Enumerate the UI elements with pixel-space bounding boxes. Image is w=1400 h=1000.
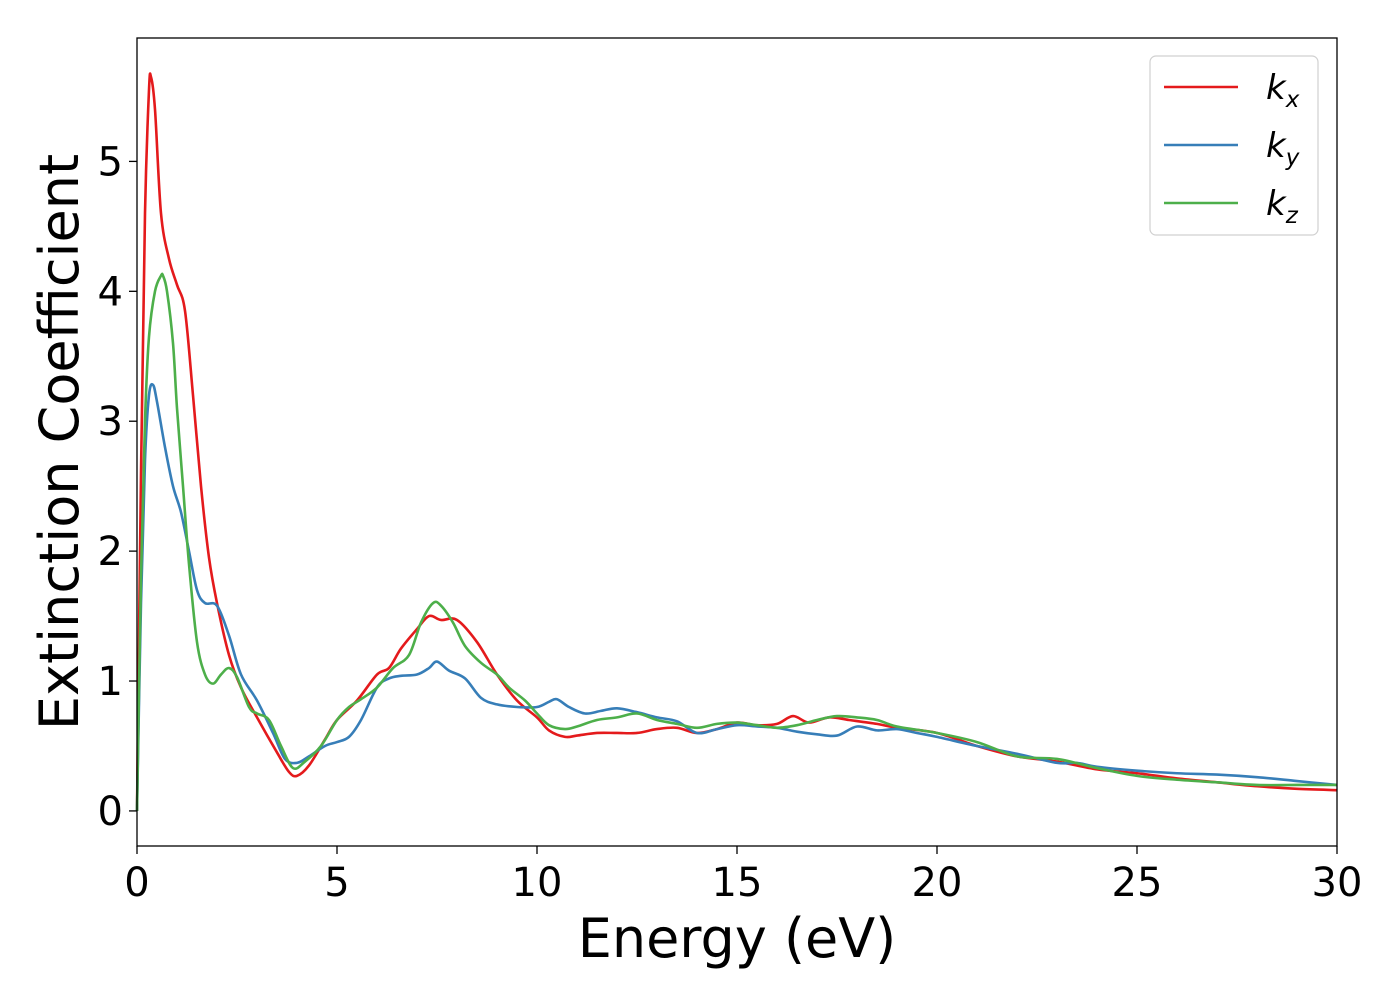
series-layer xyxy=(135,72,1338,811)
series-line-ky xyxy=(135,382,1338,811)
x-axis: 0 5 10 15 20 25 30 xyxy=(124,846,1362,906)
y-tick-label: 1 xyxy=(98,659,123,705)
x-tick-label: 5 xyxy=(324,860,349,906)
series-line-kz xyxy=(135,272,1337,811)
x-tick-label: 0 xyxy=(124,860,149,906)
x-tick-label: 20 xyxy=(912,860,963,906)
y-tick-label: 2 xyxy=(98,529,123,575)
y-tick-label: 0 xyxy=(98,789,123,835)
plot-area xyxy=(137,38,1337,846)
y-axis-label: Extinction Coefficient xyxy=(28,154,91,730)
y-tick-label: 5 xyxy=(98,139,123,185)
y-axis: 0 1 2 3 4 5 xyxy=(98,139,137,835)
x-tick-label: 30 xyxy=(1312,860,1363,906)
x-tick-label: 10 xyxy=(512,860,563,906)
x-tick-label: 25 xyxy=(1112,860,1163,906)
y-tick-label: 4 xyxy=(98,269,123,315)
x-axis-label: Energy (eV) xyxy=(578,907,897,970)
x-tick-label: 15 xyxy=(712,860,763,906)
y-tick-label: 3 xyxy=(98,399,123,445)
series-line-kx xyxy=(135,72,1338,811)
